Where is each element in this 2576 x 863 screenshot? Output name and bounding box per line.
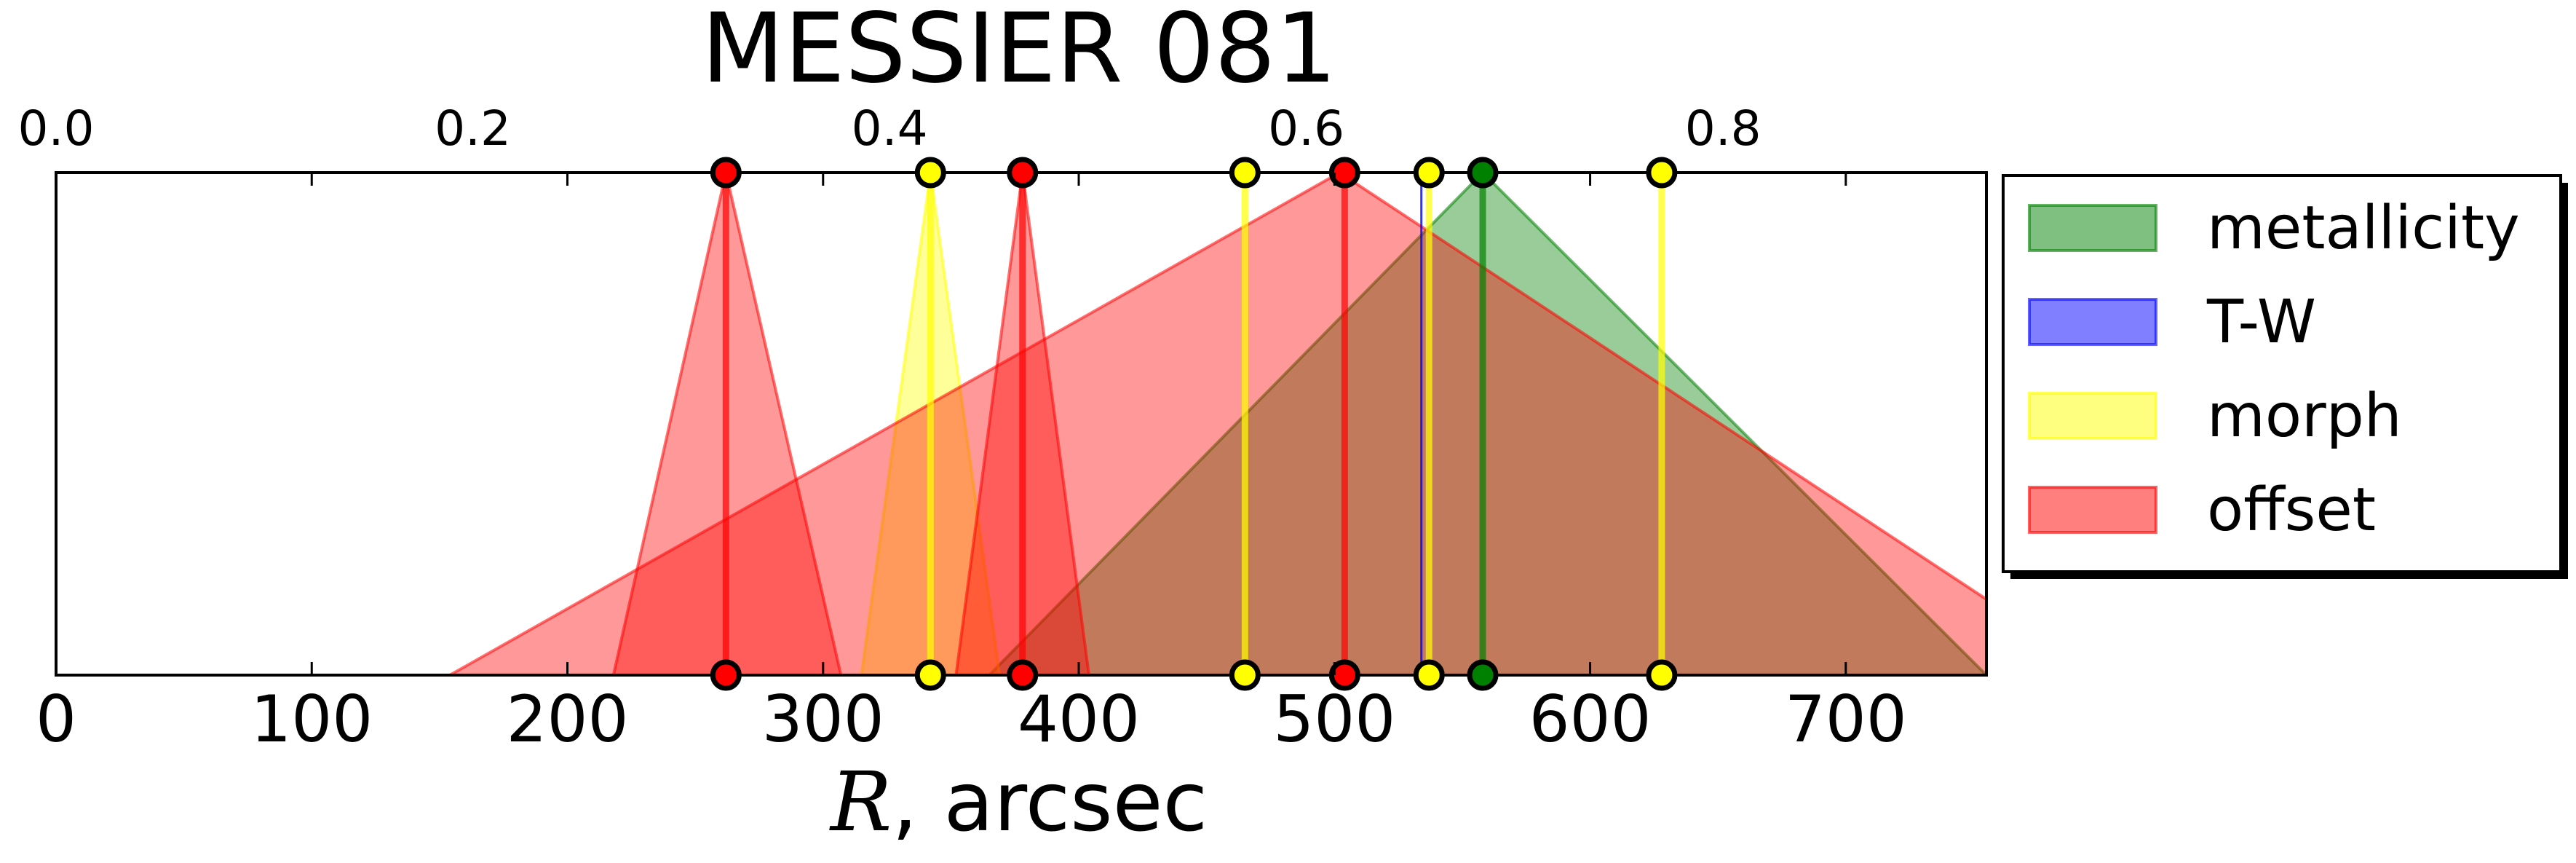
vline-marker-8-top — [1646, 157, 1678, 189]
x-axis-label-unit: , arcsec — [892, 755, 1208, 850]
bottom-tick-label-6: 600 — [1529, 682, 1652, 757]
bottom-tick-label-2: 200 — [507, 682, 629, 757]
area-metallicity-0 — [987, 173, 1986, 675]
top-tick-label-2: 0.4 — [852, 101, 928, 157]
legend-label-offset: offset — [2207, 476, 2376, 545]
vline-marker-1-bottom — [914, 659, 946, 691]
x-axis-label-symbol: R — [829, 755, 892, 850]
area-offset-1 — [446, 173, 1986, 675]
bottom-axis: 0 100 200 300 400 500 600 700 — [36, 173, 1907, 757]
vline-marker-3-bottom — [1229, 659, 1261, 691]
vline-marker-6-bottom — [1413, 659, 1445, 691]
vline-marker-4-top — [1328, 157, 1360, 189]
bottom-tick-label-1: 100 — [250, 682, 373, 757]
top-axis: 0.0 0.2 0.4 0.6 0.8 — [18, 101, 1761, 157]
legend-swatch-T-W — [2028, 298, 2157, 346]
vline-marker-2-top — [1007, 157, 1039, 189]
bottom-tick-label-7: 700 — [1785, 682, 1907, 757]
vline-marker-2-bottom — [1007, 659, 1039, 691]
top-tick-label-0: 0.0 — [18, 101, 95, 157]
x-axis-label: R, arcsec — [829, 755, 1208, 850]
top-tick-label-3: 0.6 — [1268, 101, 1344, 157]
bottom-tick-label-5: 500 — [1273, 682, 1395, 757]
vertical-lines — [722, 173, 1665, 675]
vline-marker-0-bottom — [710, 659, 742, 691]
vline-marker-8-bottom — [1646, 659, 1678, 691]
legend-swatch-morph — [2028, 392, 2157, 440]
series-areas — [446, 173, 1986, 675]
vline-marker-1-top — [914, 157, 946, 189]
vline-marker-3-top — [1229, 157, 1261, 189]
legend-label-T-W: T-W — [2206, 288, 2316, 357]
vline-marker-0-top — [710, 157, 742, 189]
legend-swatch-offset — [2028, 486, 2157, 534]
legend-label-metallicity: metallicity — [2207, 194, 2520, 263]
bottom-tick-label-3: 300 — [762, 682, 884, 757]
chart-title: MESSIER 081 — [702, 0, 1337, 105]
line-markers — [710, 157, 1678, 691]
vline-marker-7-top — [1467, 157, 1499, 189]
top-tick-label-1: 0.2 — [435, 101, 511, 157]
top-tick-label-4: 0.8 — [1685, 101, 1761, 157]
bottom-tick-label-4: 400 — [1018, 682, 1140, 757]
vline-marker-4-bottom — [1328, 659, 1360, 691]
bottom-tick-label-0: 0 — [36, 682, 76, 757]
legend: metallicity T-W morph offset — [2002, 174, 2568, 579]
vline-marker-7-bottom — [1467, 659, 1499, 691]
legend-swatch-metallicity — [2028, 204, 2157, 252]
vline-marker-6-top — [1413, 157, 1445, 189]
legend-label-morph: morph — [2207, 382, 2402, 451]
